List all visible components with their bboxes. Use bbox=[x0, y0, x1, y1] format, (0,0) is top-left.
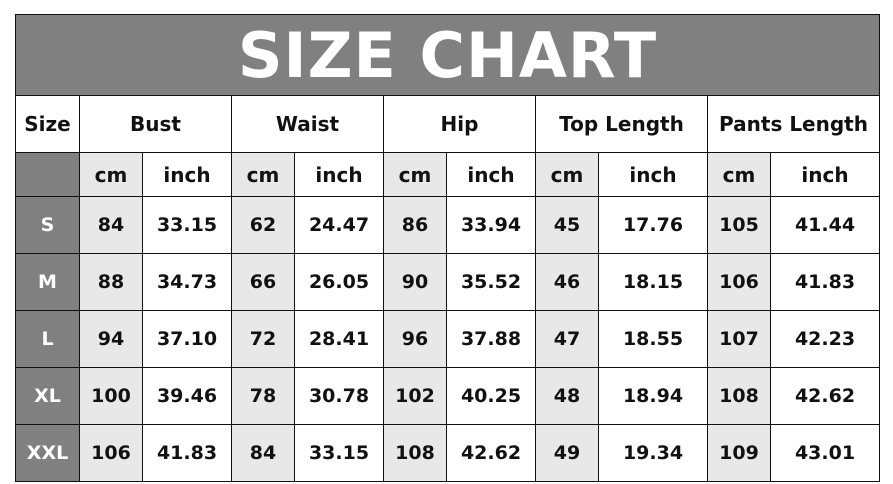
waist-inch-cell: 24.47 bbox=[294, 196, 384, 254]
top-length-cm-cell: 48 bbox=[535, 367, 599, 425]
hip-inch-cell: 40.25 bbox=[446, 367, 536, 425]
size-label: L bbox=[15, 310, 80, 368]
top-length-inch-cell: 18.55 bbox=[598, 310, 708, 368]
hip-cm-cell: 86 bbox=[383, 196, 447, 254]
hip-inch-cell: 37.88 bbox=[446, 310, 536, 368]
pants-length-cm-cell: 107 bbox=[707, 310, 771, 368]
header-bust: Bust bbox=[79, 95, 232, 153]
bust-inch-cell: 33.15 bbox=[142, 196, 232, 254]
pants-length-inch-cell: 41.44 bbox=[769, 196, 881, 254]
bust-cm-cell: 100 bbox=[79, 367, 143, 425]
pants-length-inch-cell: 41.83 bbox=[769, 253, 881, 311]
header-pants-length: Pants Length bbox=[706, 95, 881, 153]
unit-inch-hip: inch bbox=[446, 152, 536, 197]
hip-cm-cell: 90 bbox=[383, 253, 447, 311]
hip-cm-cell: 102 bbox=[383, 367, 447, 425]
waist-cm-cell: 78 bbox=[231, 367, 295, 425]
waist-cm-cell: 72 bbox=[231, 310, 295, 368]
size-chart-table: SIZE CHART Size Bust Waist Hip Top Length Pa… bbox=[14, 14, 881, 482]
size-label: XL bbox=[15, 367, 80, 425]
table-row: L 94 37.10 72 28.41 96 37.88 47 18.55 107 42.23 bbox=[15, 310, 881, 368]
hip-inch-cell: 42.62 bbox=[446, 424, 536, 482]
pants-length-inch-cell: 42.62 bbox=[769, 367, 881, 425]
hip-cm-cell: 108 bbox=[383, 424, 447, 482]
bust-inch-cell: 41.83 bbox=[142, 424, 232, 482]
table-row: M 88 34.73 66 26.05 90 35.52 46 18.15 106 41.83 bbox=[15, 253, 881, 311]
size-header: Size bbox=[15, 95, 80, 153]
waist-cm-cell: 62 bbox=[231, 196, 295, 254]
pants-length-inch-cell: 43.01 bbox=[769, 424, 881, 482]
unit-inch-bust: inch bbox=[142, 152, 232, 197]
unit-inch-pants-length: inch bbox=[769, 152, 881, 197]
unit-cm-hip: cm bbox=[383, 152, 447, 197]
waist-inch-cell: 28.41 bbox=[294, 310, 384, 368]
bust-inch-cell: 39.46 bbox=[142, 367, 232, 425]
table-row: XXL 106 41.83 84 33.15 108 42.62 49 19.34 109 43.0… bbox=[15, 424, 881, 482]
bust-inch-cell: 34.73 bbox=[142, 253, 232, 311]
top-length-cm-cell: 46 bbox=[535, 253, 599, 311]
unit-inch-waist: inch bbox=[294, 152, 384, 197]
top-length-cm-cell: 45 bbox=[535, 196, 599, 254]
bust-cm-cell: 84 bbox=[79, 196, 143, 254]
pants-length-cm-cell: 108 bbox=[707, 367, 771, 425]
waist-inch-cell: 33.15 bbox=[294, 424, 384, 482]
header-top-length: Top Length bbox=[535, 95, 708, 153]
header-hip: Hip bbox=[383, 95, 536, 153]
bust-cm-cell: 106 bbox=[79, 424, 143, 482]
hip-inch-cell: 33.94 bbox=[446, 196, 536, 254]
table-row: XL 100 39.46 78 30.78 102 40.25 48 18.94 108 42.62 bbox=[15, 367, 881, 425]
table-row: S 84 33.15 62 24.47 86 33.94 45 17.76 105 41.44 bbox=[15, 196, 881, 254]
top-length-inch-cell: 18.94 bbox=[598, 367, 708, 425]
size-label: S bbox=[15, 196, 80, 254]
top-length-inch-cell: 19.34 bbox=[598, 424, 708, 482]
waist-inch-cell: 26.05 bbox=[294, 253, 384, 311]
pants-length-cm-cell: 105 bbox=[707, 196, 771, 254]
top-length-cm-cell: 47 bbox=[535, 310, 599, 368]
bust-inch-cell: 37.10 bbox=[142, 310, 232, 368]
size-label: XXL bbox=[15, 424, 80, 482]
waist-inch-cell: 30.78 bbox=[294, 367, 384, 425]
pants-length-cm-cell: 109 bbox=[707, 424, 771, 482]
unit-cm-top-length: cm bbox=[535, 152, 599, 197]
pants-length-cm-cell: 106 bbox=[707, 253, 771, 311]
top-length-cm-cell: 49 bbox=[535, 424, 599, 482]
unit-inch-top-length: inch bbox=[598, 152, 708, 197]
chart-title: SIZE CHART bbox=[14, 14, 881, 96]
pants-length-inch-cell: 42.23 bbox=[769, 310, 881, 368]
bust-cm-cell: 94 bbox=[79, 310, 143, 368]
top-length-inch-cell: 17.76 bbox=[598, 196, 708, 254]
waist-cm-cell: 84 bbox=[231, 424, 295, 482]
unit-blank-cell bbox=[15, 152, 80, 197]
unit-cm-bust: cm bbox=[79, 152, 143, 197]
size-label: M bbox=[15, 253, 80, 311]
hip-cm-cell: 96 bbox=[383, 310, 447, 368]
waist-cm-cell: 66 bbox=[231, 253, 295, 311]
top-length-inch-cell: 18.15 bbox=[598, 253, 708, 311]
unit-cm-pants-length: cm bbox=[707, 152, 771, 197]
hip-inch-cell: 35.52 bbox=[446, 253, 536, 311]
header-waist: Waist bbox=[231, 95, 384, 153]
unit-cm-waist: cm bbox=[231, 152, 295, 197]
bust-cm-cell: 88 bbox=[79, 253, 143, 311]
